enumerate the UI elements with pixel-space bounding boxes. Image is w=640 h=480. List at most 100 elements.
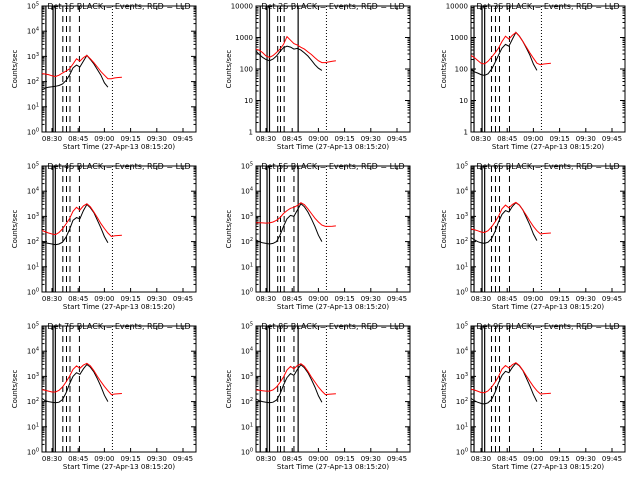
x-axis-label: Start Time (27-Apr-13 08:15:20) [63, 303, 175, 311]
lld-trace [471, 31, 551, 66]
panel-title: Det 7S BLACK = Events, RED = LLD [47, 322, 190, 331]
y-tick-label: 101 [241, 262, 253, 271]
y-axis-label: Counts/sec [440, 370, 448, 409]
x-tick-label: 09:15 [550, 295, 570, 303]
y-tick-label: 103 [27, 372, 39, 381]
y-tick-label: 100 [455, 66, 468, 74]
x-axis-label: Start Time (27-Apr-13 08:15:20) [63, 463, 175, 471]
x-tick-label: 09:30 [361, 455, 381, 463]
y-tick-label: 103 [456, 212, 468, 221]
x-tick-label: 09:15 [335, 135, 355, 143]
y-tick-label: 102 [456, 237, 468, 246]
y-tick-label: 104 [27, 27, 39, 36]
x-tick-label: 08:45 [497, 295, 517, 303]
x-tick-label: 08:45 [282, 135, 302, 143]
plot-area [256, 6, 336, 132]
x-tick-label: 08:45 [68, 295, 88, 303]
lld-trace [256, 202, 336, 227]
detector-panel-4: 100 101 102 103 104 105 08:30 08:45 09:00 09:15 09… [11, 162, 197, 311]
panel-title: Det 8S BLACK = Events, RED = LLD [261, 322, 404, 331]
y-tick-label: 103 [27, 212, 39, 221]
x-tick-label: 08:45 [497, 455, 517, 463]
events-trace [256, 363, 323, 404]
y-tick-label: 103 [456, 372, 468, 381]
lld-trace [42, 54, 122, 80]
x-tick-label: 09:00 [308, 455, 328, 463]
detector-panel-8: 100 101 102 103 104 105 08:30 08:45 09:00 09:15 09… [225, 322, 411, 471]
panel-title: Det 9S BLACK = Events, RED = LLD [476, 322, 619, 331]
y-tick-label: 102 [456, 397, 468, 406]
x-tick-label: 09:15 [550, 135, 570, 143]
x-tick-label: 09:45 [602, 455, 622, 463]
x-tick-label: 08:30 [471, 295, 491, 303]
x-tick-label: 09:15 [335, 295, 355, 303]
plot-area [471, 326, 551, 452]
detector-panel-2: 1 10 100 1000 10000 08:30 08:45 09:00 09:15 09:30… [225, 2, 411, 151]
detector-panel-7: 100 101 102 103 104 105 08:30 08:45 09:00 09:15 09… [11, 322, 197, 471]
y-tick-label: 102 [241, 237, 253, 246]
x-tick-label: 09:45 [173, 455, 193, 463]
plot-area [42, 6, 122, 132]
detector-panel-3: 1 10 100 1000 10000 08:30 08:45 09:00 09:15 09:30… [440, 2, 626, 151]
events-trace [256, 202, 323, 245]
x-tick-label: 09:45 [173, 295, 193, 303]
lld-trace [471, 201, 551, 235]
x-tick-label: 09:45 [387, 295, 407, 303]
plot-area [471, 166, 551, 292]
x-tick-label: 08:30 [471, 455, 491, 463]
x-tick-label: 09:15 [550, 455, 570, 463]
y-tick-label: 101 [456, 422, 468, 431]
x-tick-label: 09:00 [523, 135, 543, 143]
y-tick-label: 103 [241, 372, 253, 381]
panel-title: Det 6S BLACK = Events, RED = LLD [476, 162, 619, 171]
x-tick-label: 09:30 [361, 135, 381, 143]
y-tick-label: 101 [27, 262, 39, 271]
panel-title: Det 4S BLACK = Events, RED = LLD [47, 162, 190, 171]
x-tick-label: 09:30 [147, 295, 167, 303]
y-tick-label: 100 [27, 128, 39, 137]
x-tick-label: 08:45 [282, 455, 302, 463]
x-tick-label: 08:30 [42, 455, 62, 463]
y-tick-label: 101 [27, 422, 39, 431]
plot-frame [470, 325, 626, 453]
x-tick-label: 09:45 [173, 135, 193, 143]
y-axis-label: Counts/sec [225, 50, 233, 89]
y-axis-label: Counts/sec [11, 370, 19, 409]
y-axis-label: Counts/sec [440, 210, 448, 249]
y-tick-label: 100 [27, 288, 39, 297]
x-tick-label: 08:30 [471, 135, 491, 143]
y-tick-label: 10 [244, 97, 253, 105]
events-trace [471, 202, 538, 244]
x-axis-label: Start Time (27-Apr-13 08:15:20) [277, 463, 389, 471]
x-tick-label: 09:15 [121, 295, 141, 303]
detector-panel-9: 100 101 102 103 104 105 08:30 08:45 09:00 09:15 09… [440, 322, 626, 471]
y-tick-label: 1 [464, 129, 468, 137]
y-tick-label: 105 [241, 162, 253, 171]
y-tick-label: 1000 [235, 34, 253, 42]
y-tick-label: 105 [456, 162, 468, 171]
y-tick-label: 105 [241, 322, 253, 331]
x-axis-label: Start Time (27-Apr-13 08:15:20) [63, 143, 175, 151]
y-axis-label: Counts/sec [225, 210, 233, 249]
x-tick-label: 09:45 [602, 135, 622, 143]
y-axis-label: Counts/sec [225, 370, 233, 409]
lld-trace [471, 362, 551, 395]
x-tick-label: 09:30 [147, 135, 167, 143]
plot-frame [470, 5, 626, 133]
y-axis-label: Counts/sec [11, 50, 19, 89]
plot-area [42, 326, 122, 452]
x-tick-label: 09:00 [94, 455, 114, 463]
y-tick-label: 104 [456, 187, 468, 196]
x-tick-label: 09:00 [523, 455, 543, 463]
plot-frame [255, 5, 411, 133]
events-trace [42, 54, 109, 91]
y-tick-label: 104 [27, 187, 39, 196]
y-tick-label: 101 [456, 262, 468, 271]
detector-panel-6: 100 101 102 103 104 105 08:30 08:45 09:00 09:15 09… [440, 162, 626, 311]
lld-trace [42, 203, 122, 238]
y-tick-label: 10000 [231, 3, 253, 11]
x-tick-label: 09:15 [121, 455, 141, 463]
y-tick-label: 1 [249, 129, 253, 137]
y-tick-label: 105 [27, 162, 39, 171]
